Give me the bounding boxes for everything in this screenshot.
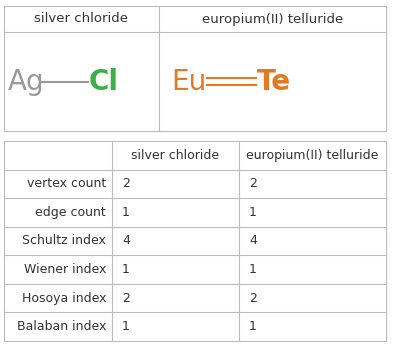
Text: 1: 1 [249, 320, 257, 333]
Text: 4: 4 [122, 235, 130, 247]
Text: Hosoya index: Hosoya index [21, 292, 106, 304]
Text: vertex count: vertex count [27, 177, 106, 190]
Text: Wiener index: Wiener index [24, 263, 106, 276]
Text: Balaban index: Balaban index [17, 320, 106, 333]
Text: 1: 1 [122, 320, 130, 333]
Text: silver chloride: silver chloride [132, 149, 220, 162]
Text: 1: 1 [249, 263, 257, 276]
Text: 2: 2 [122, 177, 130, 190]
Text: edge count: edge count [35, 206, 106, 219]
Bar [4, 6, 386, 131]
Text: Te: Te [257, 67, 291, 95]
Text: Cl: Cl [89, 67, 119, 95]
Text: 2: 2 [249, 292, 257, 304]
Text: 1: 1 [249, 206, 257, 219]
Text: 2: 2 [249, 177, 257, 190]
Bar [4, 141, 386, 341]
Text: 1: 1 [122, 263, 130, 276]
Text: 1: 1 [122, 206, 130, 219]
Text: 4: 4 [249, 235, 257, 247]
Text: Ag: Ag [8, 67, 44, 95]
Text: europium(II) telluride: europium(II) telluride [202, 12, 343, 26]
Text: Eu: Eu [171, 67, 207, 95]
Text: silver chloride: silver chloride [34, 12, 128, 26]
Text: Schultz index: Schultz index [22, 235, 106, 247]
Text: europium(II) telluride: europium(II) telluride [246, 149, 379, 162]
Text: 2: 2 [122, 292, 130, 304]
